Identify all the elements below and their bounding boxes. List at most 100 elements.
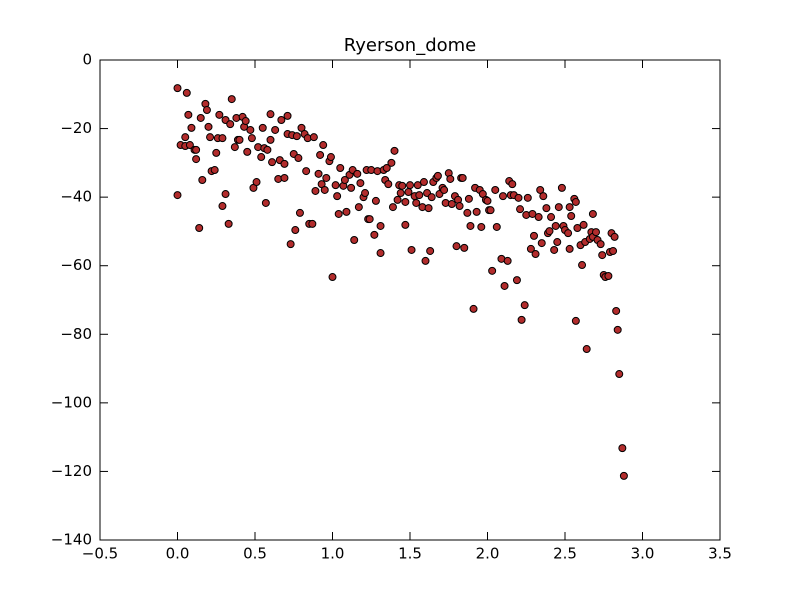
point <box>421 256 430 265</box>
point <box>388 203 397 212</box>
point <box>407 245 416 254</box>
point <box>486 206 495 215</box>
point <box>488 266 497 275</box>
point <box>499 192 507 201</box>
point <box>579 220 588 229</box>
point <box>530 231 538 240</box>
point <box>458 173 467 182</box>
point <box>246 125 255 134</box>
point <box>406 181 414 190</box>
point <box>528 209 537 218</box>
point <box>308 219 317 228</box>
point <box>412 198 421 207</box>
point <box>257 153 266 162</box>
point <box>466 221 475 230</box>
point <box>212 148 221 157</box>
point <box>182 88 191 97</box>
point <box>195 224 204 232</box>
point <box>218 202 227 211</box>
point <box>185 141 194 150</box>
point <box>514 193 523 202</box>
point <box>277 116 286 124</box>
point <box>322 173 331 182</box>
point <box>512 276 521 285</box>
x-tick-label: 0.5 <box>243 545 267 563</box>
point <box>537 239 546 248</box>
point <box>336 164 345 172</box>
point <box>446 174 455 183</box>
point <box>491 185 500 194</box>
point <box>452 242 461 251</box>
point <box>266 110 275 119</box>
point <box>419 178 428 187</box>
point <box>460 243 469 252</box>
point <box>382 164 391 172</box>
point <box>503 256 512 265</box>
point <box>309 133 318 142</box>
point <box>526 244 535 253</box>
point <box>294 154 303 163</box>
point <box>266 135 275 144</box>
point <box>227 95 236 104</box>
point <box>258 123 267 132</box>
point <box>350 236 359 244</box>
point <box>252 178 261 187</box>
point <box>198 176 207 184</box>
point <box>598 251 607 260</box>
y-tick-label: −100 <box>51 393 92 411</box>
point <box>376 221 385 230</box>
point <box>500 281 509 290</box>
point <box>286 240 295 249</box>
point <box>588 209 597 218</box>
point <box>455 202 464 211</box>
point <box>263 145 272 154</box>
point <box>523 193 532 202</box>
point <box>618 444 627 453</box>
point <box>531 250 540 259</box>
point <box>619 471 628 480</box>
point <box>361 189 370 198</box>
point <box>218 134 227 143</box>
point <box>592 228 600 237</box>
point <box>573 224 582 232</box>
point <box>612 306 621 315</box>
x-tick-label: 3.0 <box>631 545 655 563</box>
point <box>224 219 233 228</box>
point <box>247 134 256 143</box>
point <box>221 190 230 199</box>
point <box>571 197 580 206</box>
point <box>181 133 190 142</box>
point <box>314 169 323 178</box>
point <box>413 181 422 190</box>
point <box>280 159 289 168</box>
point <box>401 220 410 229</box>
x-tick-label: 1.5 <box>398 545 422 563</box>
point <box>184 110 193 119</box>
point <box>565 203 574 212</box>
point <box>326 153 335 162</box>
point <box>196 113 205 122</box>
point <box>384 180 393 189</box>
x-tick-label: 2.5 <box>553 545 577 563</box>
x-tick-label: 0.0 <box>166 545 190 563</box>
point <box>210 166 219 175</box>
point <box>292 132 301 141</box>
point <box>483 196 492 205</box>
point <box>542 204 551 213</box>
point <box>520 301 529 310</box>
point <box>295 208 304 217</box>
point <box>215 110 224 119</box>
point <box>596 240 605 249</box>
y-tick-label: −40 <box>60 188 92 206</box>
point <box>202 106 211 115</box>
point <box>280 173 289 182</box>
point <box>469 304 478 313</box>
point <box>477 222 486 231</box>
point <box>604 272 613 280</box>
point <box>187 123 196 132</box>
point <box>356 179 365 188</box>
point <box>226 120 235 129</box>
point <box>192 155 201 164</box>
point <box>297 123 306 132</box>
